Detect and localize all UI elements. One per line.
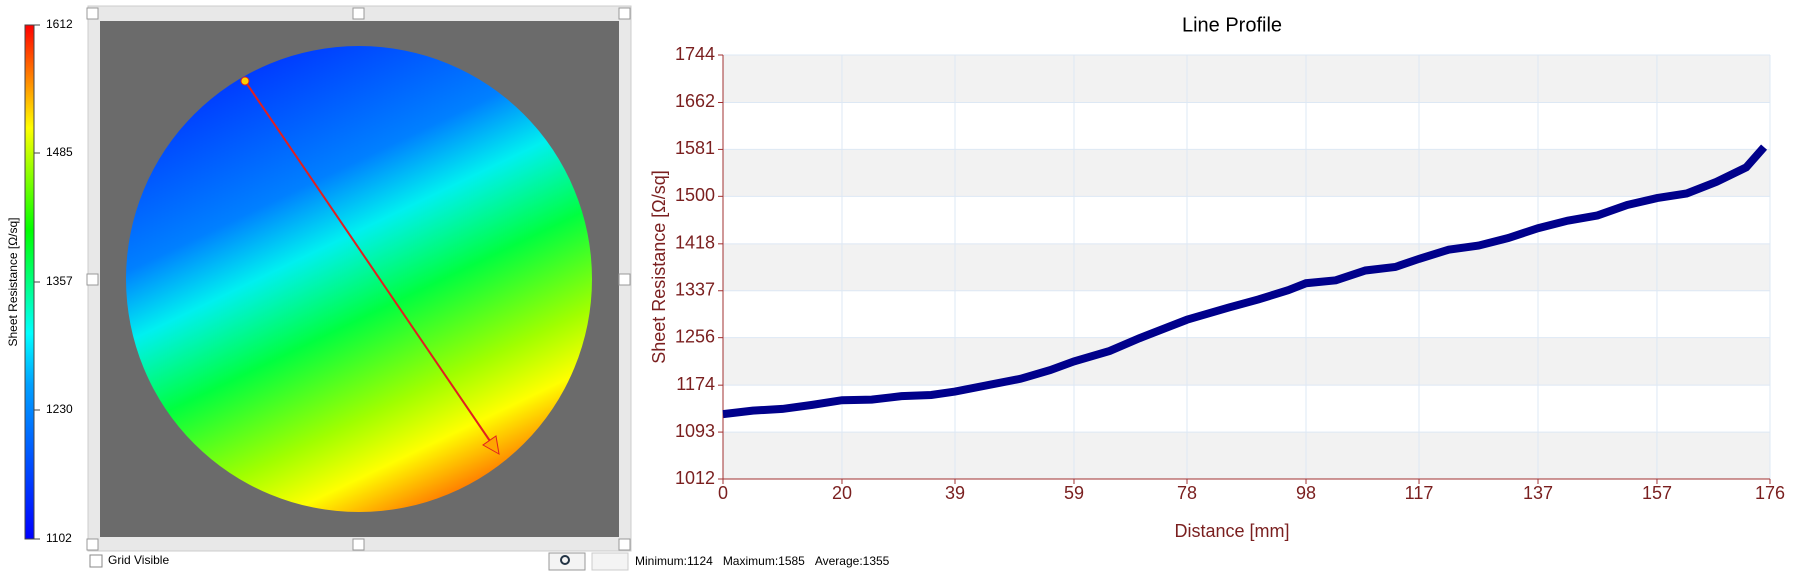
colorbar-tick-label: 1230 bbox=[46, 402, 73, 416]
band bbox=[723, 55, 1770, 103]
wafer-map bbox=[126, 46, 592, 512]
colorbar bbox=[24, 24, 35, 540]
reset-button[interactable] bbox=[591, 552, 629, 571]
x-tick-label: 137 bbox=[1523, 483, 1553, 503]
colorbar-tick-label: 1357 bbox=[46, 274, 73, 288]
status-bar: Minimum:1124 Maximum:1585 Average:1355 bbox=[635, 554, 890, 568]
x-tick-label: 59 bbox=[1064, 483, 1084, 503]
x-tick-label: 0 bbox=[718, 483, 728, 503]
colorbar-label: Sheet Resistance [Ω/sq] bbox=[6, 217, 20, 346]
x-tick-label: 20 bbox=[832, 483, 852, 503]
x-tick-label: 176 bbox=[1755, 483, 1785, 503]
profile-line bbox=[244, 80, 493, 445]
y-axis-label: Sheet Resistance [Ω/sq] bbox=[649, 170, 669, 364]
x-axis-label: Distance [mm] bbox=[1174, 521, 1289, 541]
x-tick-label: 117 bbox=[1405, 483, 1434, 503]
x-tick-label: 157 bbox=[1642, 483, 1672, 503]
y-tick-label: 1337 bbox=[675, 279, 715, 299]
band bbox=[723, 337, 1770, 386]
status-text: Maximum:1585 bbox=[723, 554, 805, 568]
y-tick-label: 1174 bbox=[676, 374, 715, 394]
zoom-button[interactable] bbox=[548, 552, 586, 571]
profile-arrow bbox=[482, 435, 500, 455]
status-text: Minimum:1124 bbox=[635, 554, 713, 568]
y-tick-label: 1744 bbox=[675, 44, 715, 64]
band bbox=[723, 149, 1770, 197]
colorbar-tick-label: 1102 bbox=[46, 531, 72, 545]
x-tick-label: 78 bbox=[1177, 483, 1197, 503]
band bbox=[723, 432, 1770, 479]
edge-buttons[interactable] bbox=[86, 7, 631, 551]
y-tick-label: 1418 bbox=[675, 233, 715, 253]
colorbar-tick-label: 1612 bbox=[46, 17, 73, 31]
profile-start bbox=[240, 76, 250, 86]
colorbar-tick-label: 1485 bbox=[46, 145, 73, 159]
y-tick-label: 1012 bbox=[675, 468, 715, 488]
x-tick-label: 39 bbox=[945, 483, 965, 503]
chart-title: Line Profile bbox=[1182, 14, 1282, 36]
y-tick-label: 1256 bbox=[675, 326, 715, 346]
band bbox=[723, 243, 1770, 291]
y-tick-label: 1500 bbox=[675, 185, 715, 205]
status-text: Average:1355 bbox=[815, 554, 890, 568]
y-tick-label: 1093 bbox=[675, 421, 715, 441]
y-tick-label: 1581 bbox=[675, 138, 715, 158]
y-tick-label: 1662 bbox=[675, 91, 715, 111]
grid-checkbox[interactable] bbox=[89, 554, 103, 568]
x-tick-label: 98 bbox=[1296, 483, 1316, 503]
grid-label[interactable]: Grid Visible bbox=[108, 553, 169, 567]
profile-line bbox=[722, 144, 1768, 419]
zoom-icon bbox=[560, 555, 570, 565]
